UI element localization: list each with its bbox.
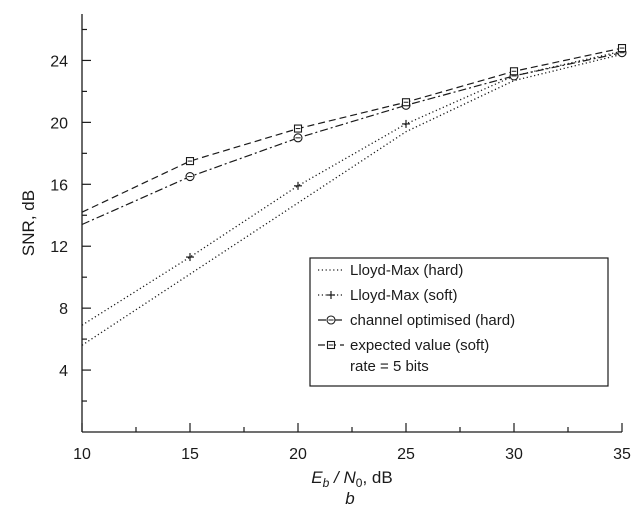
x-label-n: N [343, 468, 356, 487]
y-tick-label: 24 [50, 53, 68, 70]
y-tick-label: 16 [50, 177, 68, 194]
legend-item: channel optimised (hard) [318, 312, 515, 329]
legend-note: rate = 5 bits [350, 358, 429, 375]
square-marker [326, 340, 336, 350]
legend-item: expected value (soft) [318, 337, 489, 354]
legend-item: Lloyd-Max (soft) [318, 287, 458, 304]
legend: Lloyd-Max (hard) Lloyd-Max (soft) channel … [309, 257, 609, 387]
y-tick-label: 4 [59, 363, 68, 380]
x-tick-label: 10 [73, 446, 91, 463]
circle-marker [293, 133, 303, 143]
x-label-sub-0: 0 [356, 476, 363, 490]
square-marker [617, 44, 627, 53]
y-axis-label: SNR, dB [19, 190, 38, 256]
y-tick-label: 20 [50, 115, 68, 132]
plus-marker [294, 181, 302, 190]
figure-caption: b [345, 489, 354, 508]
y-tick-label: 12 [50, 239, 68, 256]
x-tick-label: 35 [613, 446, 631, 463]
x-tick-label: 30 [505, 446, 523, 463]
x-axis-ticks: 10 15 20 25 30 35 [73, 423, 631, 463]
series-lloyd-max-hard [81, 53, 623, 346]
y-axis-ticks: 4 8 12 16 20 24 [50, 28, 91, 402]
series-layer [81, 44, 627, 346]
series-channel-optimised-hard [81, 48, 627, 226]
y-tick-label: 8 [59, 301, 68, 318]
x-label-unit: , dB [362, 468, 392, 487]
legend-label: channel optimised (hard) [350, 312, 515, 329]
x-tick-label: 25 [397, 446, 415, 463]
x-label-sub-b: b [323, 476, 330, 490]
legend-box [309, 257, 609, 387]
x-label-e: E [311, 468, 323, 487]
legend-item: Lloyd-Max (hard) [318, 262, 463, 279]
series-line [81, 47, 623, 213]
series-line [81, 53, 623, 346]
square-marker [293, 124, 303, 133]
legend-items: Lloyd-Max (hard) Lloyd-Max (soft) channel … [318, 262, 515, 354]
square-marker [401, 98, 411, 107]
square-marker [185, 157, 195, 166]
x-tick-label: 15 [181, 446, 199, 463]
circle-marker [185, 172, 195, 182]
series-expected-value-soft [81, 44, 627, 213]
plus-marker [186, 253, 194, 262]
series-line [81, 50, 623, 326]
plus-marker [327, 291, 335, 299]
x-axis-label: Eb / N0, dB [311, 468, 392, 490]
legend-label: Lloyd-Max (hard) [350, 262, 463, 279]
square-marker [509, 67, 519, 76]
circle-marker [326, 315, 336, 325]
plus-marker [402, 119, 410, 128]
legend-label: Lloyd-Max (soft) [350, 287, 458, 304]
x-tick-label: 20 [289, 446, 307, 463]
series-line [81, 52, 623, 226]
legend-label: expected value (soft) [350, 337, 489, 354]
x-label-slash: / [329, 468, 343, 487]
